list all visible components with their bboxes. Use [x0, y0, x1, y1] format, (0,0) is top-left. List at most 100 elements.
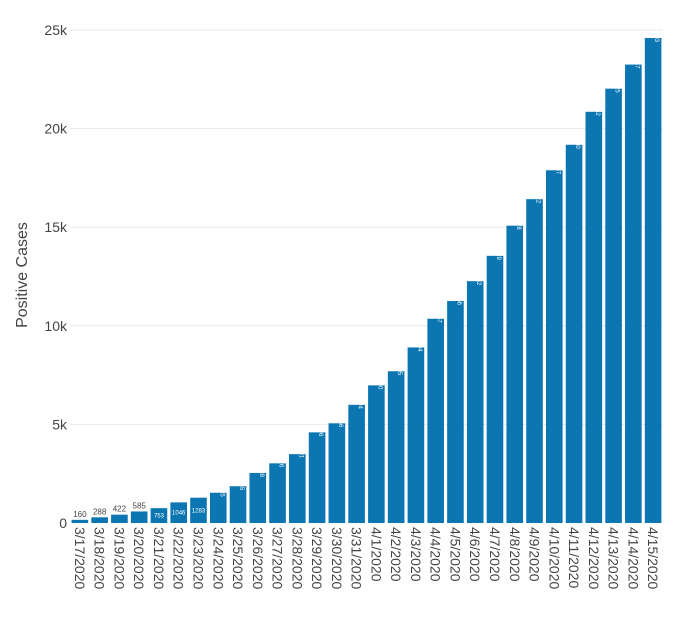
x-tick-label: 3/23/2020 — [190, 527, 206, 589]
bar — [91, 517, 108, 523]
bar — [348, 404, 365, 523]
data-label: 3491 — [297, 445, 303, 459]
y-tick-label: 0 — [59, 515, 67, 531]
bar — [190, 497, 207, 523]
bar — [229, 486, 247, 523]
y-tick-label: 25k — [44, 22, 68, 38]
bar — [526, 199, 543, 524]
gridlines — [70, 29, 663, 425]
data-label: 1865 — [238, 477, 244, 491]
data-label: 3026 — [278, 454, 284, 468]
bar — [565, 144, 583, 524]
x-tick-label: 4/15/2020 — [645, 527, 661, 589]
x-tick-label: 4/5/2020 — [447, 527, 463, 582]
data-label: 1283 — [192, 508, 206, 514]
bar — [644, 38, 662, 524]
data-label: 585 — [133, 501, 147, 510]
x-tick-label: 3/25/2020 — [230, 527, 246, 589]
x-tick-label: 4/6/2020 — [467, 527, 483, 582]
x-tick-label: 3/22/2020 — [171, 527, 187, 589]
data-label: 4596 — [317, 423, 323, 437]
bar — [466, 281, 484, 523]
bar — [111, 514, 128, 523]
y-tick-label: 5k — [52, 416, 68, 432]
x-tick-label: 3/19/2020 — [111, 527, 127, 589]
x-tick-label: 3/17/2020 — [72, 527, 88, 589]
x-tick-label: 4/13/2020 — [606, 527, 622, 589]
x-tick-label: 4/1/2020 — [368, 527, 384, 582]
bar — [506, 225, 524, 523]
y-tick-label: 20k — [44, 121, 68, 137]
x-tick-label: 3/21/2020 — [151, 527, 167, 589]
bars — [71, 38, 662, 524]
bar — [289, 454, 306, 523]
bar — [486, 255, 504, 523]
bar — [269, 463, 286, 523]
bar — [625, 64, 642, 524]
data-label: 16422 — [535, 186, 541, 203]
data-label: 23247 — [633, 52, 639, 69]
data-label: 2538 — [258, 464, 264, 478]
bar — [209, 492, 227, 523]
x-tick-label: 3/29/2020 — [309, 527, 325, 589]
x-tick-label: 4/4/2020 — [428, 527, 444, 582]
y-axis: 0 5k 10k 15k 20k 25k — [44, 22, 68, 531]
data-label: 7695 — [396, 362, 402, 376]
bar — [150, 508, 168, 523]
data-label: 5056 — [337, 414, 343, 428]
data-label: 11256 — [455, 289, 461, 306]
x-tick-label: 4/8/2020 — [507, 527, 523, 582]
data-label: 5994 — [357, 395, 363, 409]
bar — [545, 170, 563, 523]
x-tick-label: 4/11/2020 — [566, 527, 582, 588]
y-tick-label: 10k — [44, 318, 68, 334]
data-label: 12262 — [475, 269, 481, 286]
data-label: 753 — [154, 514, 165, 520]
data-label: 8904 — [416, 338, 422, 352]
data-label: 19180 — [574, 132, 580, 149]
bar — [308, 432, 326, 523]
data-label: 6980 — [376, 376, 382, 390]
x-axis: 3/17/2020 3/18/2020 3/19/2020 3/20/2020 3/21… — [72, 527, 661, 589]
x-tick-label: 3/27/2020 — [270, 527, 286, 589]
x-tick-label: 4/9/2020 — [527, 527, 543, 582]
x-tick-label: 4/3/2020 — [408, 527, 424, 582]
x-tick-label: 3/30/2020 — [329, 527, 345, 589]
bar — [427, 318, 444, 523]
data-label: 20852 — [594, 99, 600, 116]
x-tick-label: 4/7/2020 — [487, 527, 503, 582]
y-axis-title: Positive Cases — [14, 222, 31, 328]
bar — [585, 111, 603, 524]
bar — [605, 88, 622, 524]
x-tick-label: 4/2/2020 — [388, 527, 404, 582]
y-tick-label: 15k — [44, 219, 68, 235]
data-labels: 160 288 422 585 753 1046 1283 1535 1865 2538 3026 3… — [73, 25, 659, 519]
bar — [249, 472, 267, 523]
data-label: 22025 — [614, 76, 620, 93]
bar — [368, 385, 385, 523]
x-tick-label: 4/12/2020 — [586, 527, 602, 589]
bar — [447, 301, 464, 523]
bar — [71, 519, 89, 523]
data-label: 1046 — [172, 511, 186, 517]
bar — [328, 423, 346, 523]
data-label: 422 — [113, 505, 127, 514]
x-tick-label: 4/14/2020 — [625, 527, 641, 589]
x-tick-label: 3/31/2020 — [349, 527, 365, 589]
x-tick-label: 3/24/2020 — [210, 527, 226, 589]
bar — [407, 347, 425, 523]
x-tick-label: 3/28/2020 — [289, 527, 305, 589]
data-label: 288 — [93, 507, 107, 516]
data-label: 24593 — [653, 25, 659, 42]
data-label: 17887 — [554, 158, 560, 175]
bar — [170, 502, 188, 523]
data-label: 15078 — [515, 213, 521, 230]
bar — [130, 511, 148, 523]
data-label: 13549 — [495, 243, 501, 260]
x-tick-label: 3/20/2020 — [131, 527, 147, 589]
x-tick-label: 3/18/2020 — [92, 527, 108, 589]
data-label: 1535 — [218, 483, 224, 497]
x-tick-label: 4/10/2020 — [546, 527, 562, 589]
